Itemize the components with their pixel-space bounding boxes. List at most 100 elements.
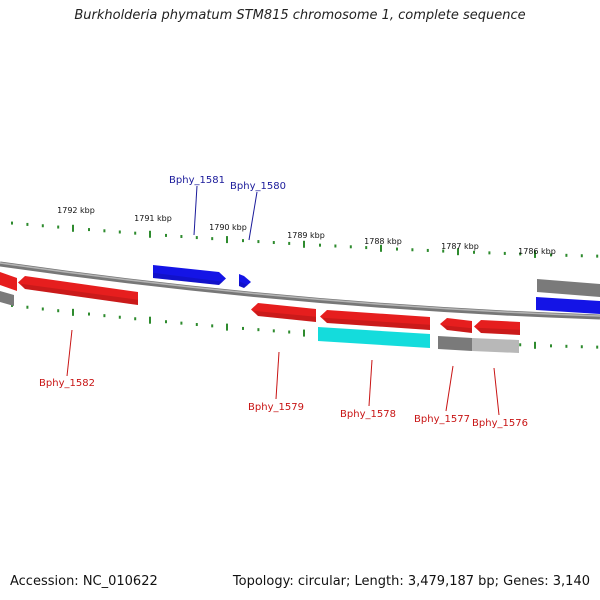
- bphy-1578-gene: [320, 310, 430, 330]
- gene-label-bphy-1579: Bphy_1579: [248, 402, 304, 413]
- minor-tick: [550, 344, 552, 348]
- leader-line: [248, 191, 258, 241]
- major-tick: [72, 308, 74, 316]
- minor-tick: [242, 239, 244, 243]
- minor-tick: [580, 254, 583, 258]
- minor-tick: [118, 230, 121, 234]
- unlabeled-gene: [318, 327, 430, 348]
- sequence-stats: Topology: circular; Length: 3,479,187 bp…: [232, 574, 590, 589]
- minor-tick: [195, 236, 198, 240]
- ruler-labels: 1792 kbp 1791 kbp 1790 kbp 1789 kbp 1788 kbp…: [57, 206, 556, 256]
- gene-label-bphy-1581: Bphy_1581: [169, 175, 225, 186]
- major-tick: [149, 316, 151, 324]
- major-tick: [534, 341, 536, 349]
- unlabeled-gene: [536, 297, 600, 314]
- leader-line: [493, 367, 500, 416]
- minor-tick: [195, 323, 198, 327]
- leader-line: [193, 185, 198, 236]
- minor-tick: [519, 343, 522, 347]
- minor-tick: [349, 245, 352, 249]
- minor-tick: [411, 248, 414, 252]
- leader-line: [445, 365, 454, 412]
- bphy-1580-gene: [239, 274, 251, 288]
- minor-tick: [272, 241, 275, 245]
- minor-tick: [503, 251, 506, 255]
- minor-tick: [26, 222, 29, 226]
- minor-tick: [488, 251, 491, 255]
- accession-text: Accession: NC_010622: [10, 574, 158, 589]
- minor-tick: [319, 243, 321, 247]
- top-ruler-dots: [11, 221, 599, 258]
- minor-tick: [26, 305, 29, 309]
- bphy-1579-gene: [251, 303, 316, 322]
- ruler-label: 1790 kbp: [209, 223, 247, 232]
- major-tick: [149, 230, 151, 238]
- gene-label-bphy-1576: Bphy_1576: [472, 418, 528, 429]
- major-tick: [534, 250, 536, 258]
- minor-tick: [88, 228, 90, 232]
- minor-tick: [41, 224, 44, 228]
- leader-line: [66, 329, 73, 377]
- minor-tick: [165, 320, 167, 324]
- bphy-1582-gene: [18, 276, 138, 305]
- ruler-label: 1786 kbp: [518, 247, 556, 256]
- minor-tick: [426, 248, 429, 252]
- bphy-1581-gene: [153, 265, 226, 285]
- gene-shade: [322, 317, 430, 330]
- minor-tick: [442, 249, 445, 253]
- gene-shade: [20, 283, 138, 305]
- gene-shade: [253, 310, 316, 322]
- minor-tick: [565, 253, 568, 257]
- minor-tick: [134, 317, 137, 321]
- minor-tick: [211, 324, 214, 328]
- minor-tick: [88, 312, 90, 316]
- major-tick: [380, 244, 382, 252]
- unlabeled-gene: [0, 272, 17, 291]
- minor-tick: [211, 237, 214, 241]
- major-tick: [72, 224, 74, 232]
- minor-tick: [118, 315, 121, 319]
- minor-tick: [580, 345, 583, 349]
- leader-line: [275, 351, 280, 400]
- minor-tick: [272, 329, 275, 333]
- label-leaders: [66, 185, 500, 416]
- bphy-1577-gene: [440, 318, 472, 333]
- chromosome-backbone: [0, 261, 600, 320]
- unlabeled-gene: [0, 291, 14, 306]
- major-tick: [303, 329, 305, 337]
- ruler-label: 1788 kbp: [364, 237, 402, 246]
- minor-tick: [180, 321, 183, 325]
- minor-tick: [565, 344, 568, 348]
- ruler-label: 1787 kbp: [441, 242, 479, 251]
- leader-line: [368, 359, 373, 407]
- gene-features: [0, 265, 600, 353]
- minor-tick: [288, 241, 291, 245]
- minor-tick: [596, 254, 599, 258]
- unlabeled-gene: [438, 336, 472, 351]
- unlabeled-gene: [472, 338, 519, 353]
- gene-label-bphy-1582: Bphy_1582: [39, 378, 95, 389]
- major-tick: [226, 323, 228, 331]
- gene-label-bphy-1578: Bphy_1578: [340, 409, 396, 420]
- gene-shade: [476, 327, 520, 335]
- chromosome-backbone-highlight: [0, 262, 600, 317]
- minor-tick: [519, 252, 522, 256]
- ruler-label: 1789 kbp: [287, 231, 325, 240]
- minor-tick: [334, 244, 337, 248]
- minor-tick: [180, 235, 183, 239]
- minor-tick: [134, 231, 137, 235]
- gene-shade: [239, 281, 249, 288]
- gene-labels: Bphy_1581 Bphy_1580 Bphy_1582 Bphy_1579 Bphy…: [39, 175, 528, 429]
- minor-tick: [165, 233, 167, 237]
- minor-tick: [103, 314, 106, 318]
- unlabeled-gene: [537, 279, 600, 297]
- minor-tick: [242, 326, 244, 330]
- minor-tick: [365, 246, 368, 250]
- minor-tick: [396, 247, 398, 251]
- minor-tick: [103, 229, 106, 233]
- map-title: Burkholderia phymatum STM815 chromosome …: [74, 8, 526, 23]
- bphy-1576-gene: [474, 320, 520, 335]
- major-tick: [226, 236, 228, 244]
- gene-label-bphy-1580: Bphy_1580: [230, 181, 286, 192]
